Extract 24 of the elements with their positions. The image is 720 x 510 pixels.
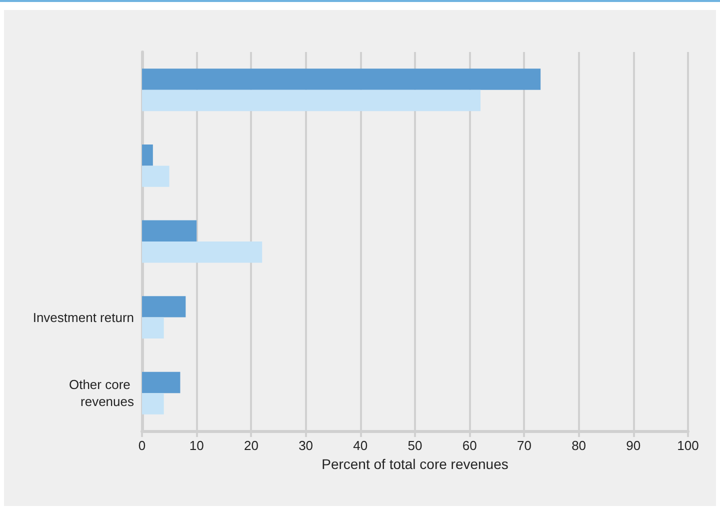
bar — [142, 372, 180, 394]
bar — [142, 317, 164, 339]
bar — [142, 166, 170, 187]
x-axis-title: Percent of total core revenues — [322, 456, 508, 472]
x-tick-label: 40 — [353, 438, 368, 453]
x-tick-label: 80 — [572, 438, 586, 453]
bar — [142, 242, 262, 263]
bar — [142, 90, 481, 112]
bar — [142, 393, 164, 414]
x-tick-label: 60 — [462, 438, 477, 453]
x-tick-label: 30 — [298, 438, 314, 453]
x-tick-label: 10 — [189, 438, 204, 453]
x-tick-label: 70 — [516, 438, 532, 453]
x-tick-label: 0 — [138, 438, 146, 453]
bar — [142, 296, 186, 318]
x-tick-label: 50 — [408, 438, 422, 453]
bar — [142, 144, 153, 166]
x-tick-label: 20 — [244, 438, 258, 453]
x-tick-label: 90 — [626, 438, 641, 453]
y-tick-label: Other core revenues — [68, 377, 134, 410]
y-tick-label: Investment return — [32, 310, 134, 325]
bar — [142, 220, 197, 242]
x-tick-label: 100 — [677, 438, 699, 453]
bar — [142, 68, 541, 90]
